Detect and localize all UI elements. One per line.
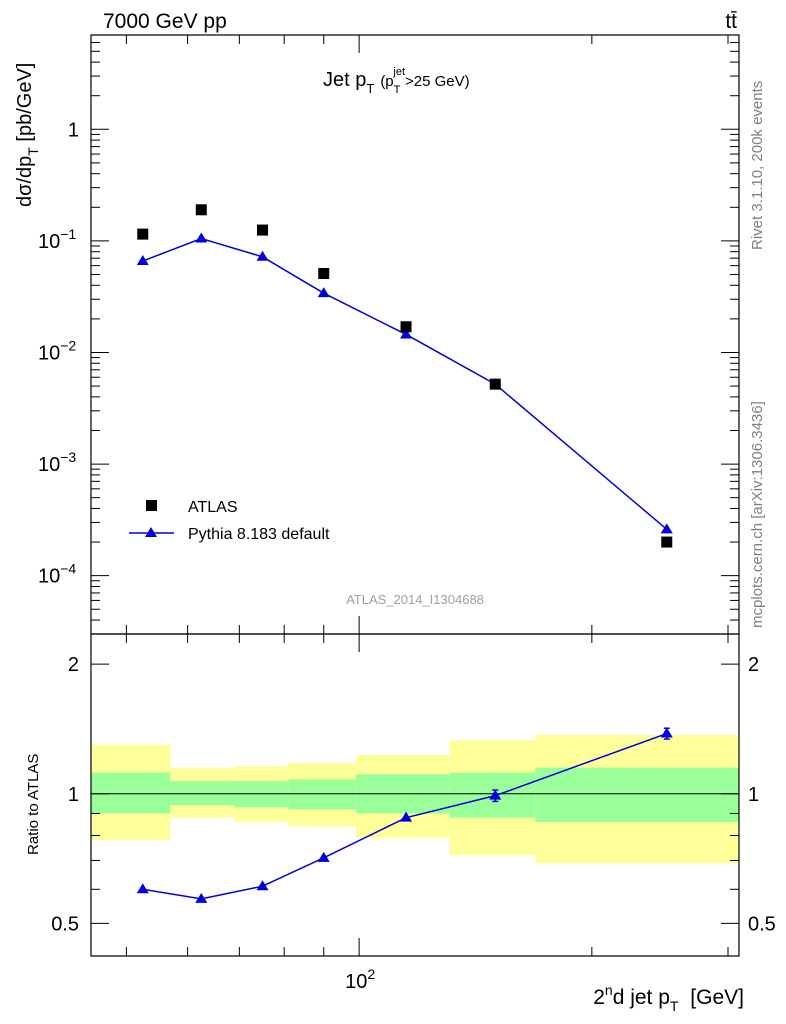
legend-data-marker [146, 500, 157, 511]
ratio-point [489, 789, 502, 800]
mc-point [195, 232, 208, 243]
mc-point [317, 287, 330, 298]
ratio-x-ticks: 102 [125, 634, 729, 993]
inner-band [288, 779, 356, 810]
ratio-frame [90, 633, 740, 957]
collision-label: 7000 GeV pp [103, 10, 227, 33]
inner-band [170, 781, 235, 806]
plot-title: Jet pT (pTjet>25 GeV) [323, 66, 470, 96]
data-point [195, 204, 207, 216]
y-tick-label: 10−4 [38, 561, 76, 588]
ratio-y-label: Ratio to ATLAS [25, 754, 42, 855]
data-point [257, 224, 269, 236]
x-tick-label: 102 [345, 966, 375, 993]
process-label: tt̄ [725, 10, 737, 33]
y-tick-label: 1 [68, 784, 79, 806]
legend: ATLAS Pythia 8.183 default [129, 499, 330, 543]
y-tick-label: 2 [68, 654, 79, 676]
y-tick-label: 0.5 [51, 913, 79, 935]
ratio-point [136, 883, 149, 894]
data-point [489, 378, 501, 390]
ratio-point [317, 851, 330, 862]
mc-point [136, 255, 149, 266]
mc-point [400, 328, 413, 339]
main-y-ticks: 1 10−1 10−2 10−3 10−4 [38, 34, 739, 635]
ratio-point [195, 892, 208, 903]
ratio-point [256, 880, 269, 891]
y-tick-label-right: 1 [748, 784, 759, 806]
ratio-markers [136, 727, 673, 903]
uncertainty-bands [91, 734, 739, 864]
inner-band [535, 767, 739, 822]
data-point [661, 536, 673, 548]
analysis-id: ATLAS_2014_I1304688 [346, 592, 484, 607]
rivet-label: Rivet 3.1.10, 200k events [749, 81, 766, 250]
x-axis-label: 2nd jet pT [GeV] [593, 982, 744, 1014]
mc-series-line [142, 237, 668, 530]
mc-point [660, 523, 673, 534]
main-panel: 1 10−1 10−2 10−3 10−4 Jet pT (pTjet>25 GeV) d… [14, 34, 740, 635]
y-tick-label: 1 [68, 119, 79, 141]
legend-mc-marker [145, 527, 157, 537]
y-tick-label-right: 2 [748, 654, 759, 676]
data-point [137, 228, 149, 240]
y-tick-label-right: 0.5 [748, 913, 776, 935]
y-tick-label: 10−3 [38, 449, 76, 476]
main-y-label: dσ/dpT [pb/GeV] [14, 63, 41, 207]
ratio-panel: 0.5 0.5 1 1 2 2 102 Ratio to ATLAS 2nd jet pT… [25, 633, 776, 1014]
ratio-y-ticks: 0.5 0.5 1 1 2 2 [51, 654, 776, 935]
legend-mc-label: Pythia 8.183 default [188, 526, 330, 543]
mc-markers [136, 232, 673, 534]
data-point [318, 268, 330, 280]
legend-data-label: ATLAS [188, 499, 238, 516]
ratio-point [400, 811, 413, 822]
inner-band [91, 772, 171, 814]
mcplots-label: mcplots.cern.ch [arXiv:1306.3436] [749, 401, 766, 628]
main-x-ticks [125, 35, 729, 634]
y-tick-label: 10−2 [38, 337, 76, 364]
data-point [400, 321, 412, 333]
ratio-point [660, 727, 673, 738]
y-tick-label: 10−1 [38, 226, 76, 253]
data-markers [137, 204, 673, 548]
main-frame [90, 34, 740, 635]
mc-point [256, 250, 269, 261]
